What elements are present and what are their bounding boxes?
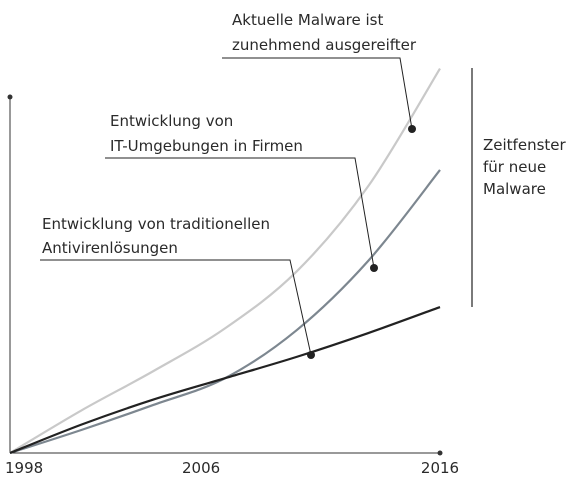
axis-end: [437, 450, 443, 456]
annotation: zunehmend ausgereifter: [232, 36, 417, 54]
leader-line: [222, 57, 413, 130]
annotation: Malware: [483, 180, 546, 198]
annotation: für neue: [483, 158, 546, 176]
annotation-dot: [408, 125, 416, 133]
x-tick-label: 2016: [421, 459, 459, 477]
annotation: IT-Umgebungen in Firmen: [110, 137, 303, 155]
axis-end: [7, 94, 13, 100]
line-series: [9, 67, 441, 454]
leader-line: [40, 259, 312, 356]
annotation: Antivirenlösungen: [42, 239, 178, 257]
annotation: Entwicklung von: [110, 112, 233, 130]
annotation: Entwicklung von traditionellen: [42, 215, 270, 233]
annotation: Zeitfenster: [483, 136, 566, 154]
annotation-dot: [307, 351, 315, 359]
line-series: [9, 169, 441, 455]
annotation: Aktuelle Malware ist: [232, 11, 383, 29]
annotation-dot: [370, 264, 378, 272]
x-tick-label: 1998: [5, 459, 43, 477]
leader-line: [105, 157, 375, 269]
x-tick-label: 2006: [182, 459, 220, 477]
line-series: [9, 306, 441, 455]
